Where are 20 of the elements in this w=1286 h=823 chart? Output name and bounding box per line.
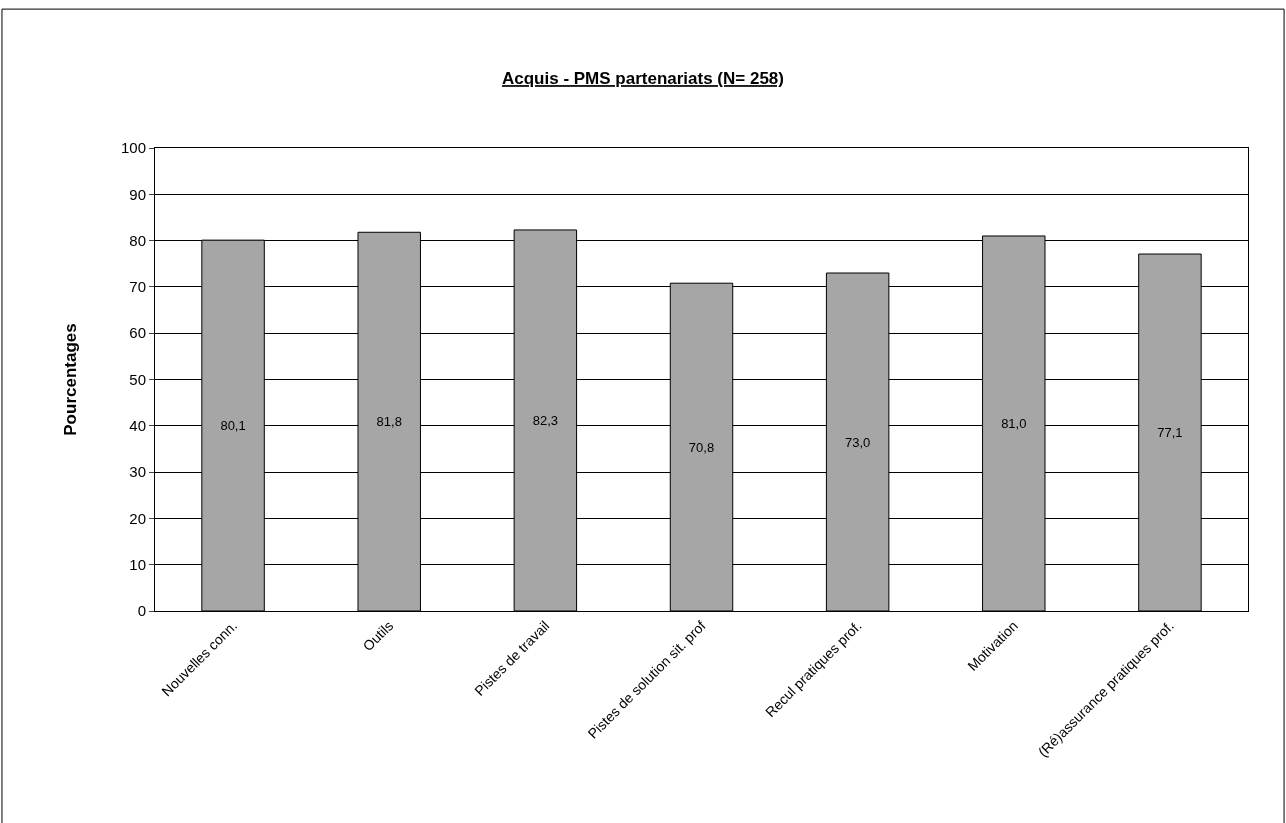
y-tick-label: 80 — [129, 231, 146, 249]
y-axis-title: Pourcentages — [60, 323, 80, 436]
y-tick-label: 70 — [129, 278, 146, 296]
y-tick-label: 10 — [129, 555, 146, 573]
data-label: 70,8 — [688, 439, 715, 455]
y-tick-label: 90 — [129, 185, 146, 203]
data-label: 77,1 — [1157, 425, 1183, 441]
data-label: 82,3 — [532, 412, 559, 428]
y-tick-label: 30 — [129, 463, 146, 481]
data-label: 80,1 — [220, 418, 246, 434]
y-tick-label: 60 — [129, 324, 146, 342]
y-tick-label: 100 — [120, 139, 146, 157]
chart-title: Acquis - PMS partenariats (N= 258) — [501, 69, 785, 89]
y-tick-label: 0 — [137, 602, 146, 620]
y-tick-label: 40 — [129, 417, 146, 435]
data-label: 73,0 — [844, 434, 871, 450]
data-label: 81,0 — [1001, 415, 1027, 431]
y-tick-label: 50 — [129, 370, 146, 388]
data-label: 81,8 — [376, 414, 402, 430]
y-tick-label: 20 — [129, 509, 146, 527]
